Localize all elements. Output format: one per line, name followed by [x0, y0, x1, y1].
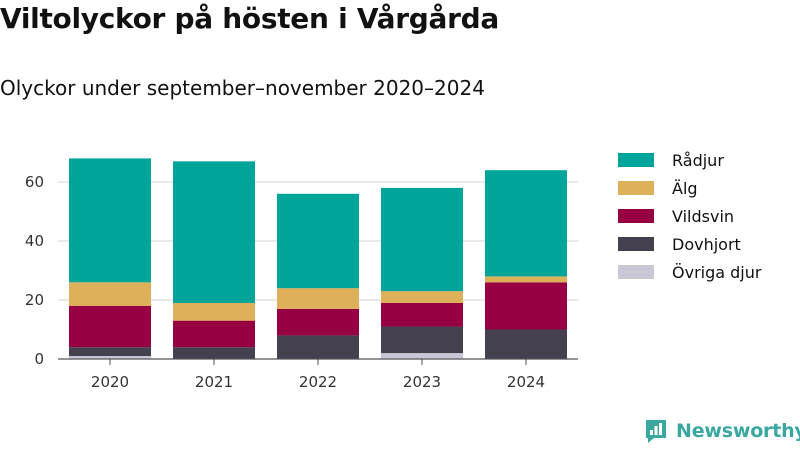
bar-segment-vildsvin-2023 — [381, 302, 463, 327]
legend-swatch — [618, 153, 654, 167]
bar-segment-vildsvin-2020 — [69, 305, 151, 348]
legend-label: Rådjur — [672, 150, 724, 170]
bar-segment-r-djur-2024 — [485, 170, 567, 277]
bar-segment-r-djur-2021 — [173, 161, 255, 303]
legend-label: Övriga djur — [672, 262, 762, 282]
bar-segment--lg-2021 — [173, 302, 255, 321]
legend-swatch — [618, 265, 654, 279]
newsworthy-brand: Newsworthy — [644, 418, 800, 444]
bar-segment--lg-2022 — [277, 288, 359, 309]
x-tick-label: 2020 — [91, 373, 129, 391]
legend-item: Älg — [618, 174, 761, 202]
x-tick-label: 2023 — [403, 373, 441, 391]
bar-segment--vriga-djur-2020 — [69, 356, 151, 359]
bar-segment-vildsvin-2022 — [277, 308, 359, 336]
legend-item: Övriga djur — [618, 258, 761, 286]
chart-legend: Rådjur Älg Vildsvin Dovhjort Övriga djur — [618, 146, 761, 286]
stacked-bar-chart: 0 20 40 60 2020 2021 2022 2023 2024 — [25, 158, 578, 391]
bar-segment-dovhjort-2022 — [277, 335, 359, 359]
brand-name: Newsworthy — [676, 420, 800, 442]
x-tick-label: 2022 — [299, 373, 337, 391]
x-tick-label: 2021 — [195, 373, 233, 391]
bar-segment-vildsvin-2021 — [173, 320, 255, 348]
legend-swatch — [618, 209, 654, 223]
legend-item: Vildsvin — [618, 202, 761, 230]
legend-label: Älg — [672, 178, 698, 198]
bar-segment-dovhjort-2021 — [173, 347, 255, 359]
bar-segment-dovhjort-2023 — [381, 326, 463, 354]
x-tick-label: 2024 — [507, 373, 545, 391]
y-tick-label: 60 — [25, 173, 44, 191]
newsworthy-logo-icon — [646, 420, 666, 443]
bar-segment--lg-2024 — [485, 276, 567, 283]
bar-segment-r-djur-2020 — [69, 158, 151, 283]
bar-segment-vildsvin-2024 — [485, 282, 567, 330]
legend-label: Dovhjort — [672, 234, 741, 254]
legend-swatch — [618, 181, 654, 195]
y-tick-label: 0 — [34, 350, 44, 368]
bar-segment-r-djur-2022 — [277, 193, 359, 289]
y-tick-label: 40 — [25, 232, 44, 250]
bar-segment-dovhjort-2020 — [69, 347, 151, 357]
bar-segment--lg-2023 — [381, 291, 463, 303]
legend-swatch — [618, 237, 654, 251]
chart-subtitle: Olyckor under september–november 2020–20… — [0, 76, 485, 100]
bar-segment-dovhjort-2024 — [485, 329, 567, 359]
legend-item: Rådjur — [618, 146, 761, 174]
chart-title: Viltolyckor på hösten i Vårgårda — [0, 2, 499, 35]
bar-segment--vriga-djur-2023 — [381, 353, 463, 359]
legend-label: Vildsvin — [672, 206, 735, 226]
axes: 0 20 40 60 2020 2021 2022 2023 2024 — [25, 173, 578, 391]
y-tick-label: 20 — [25, 291, 44, 309]
bar-segment-r-djur-2023 — [381, 187, 463, 292]
bar-segment--lg-2020 — [69, 282, 151, 306]
legend-item: Dovhjort — [618, 230, 761, 258]
bar-area — [69, 158, 567, 359]
